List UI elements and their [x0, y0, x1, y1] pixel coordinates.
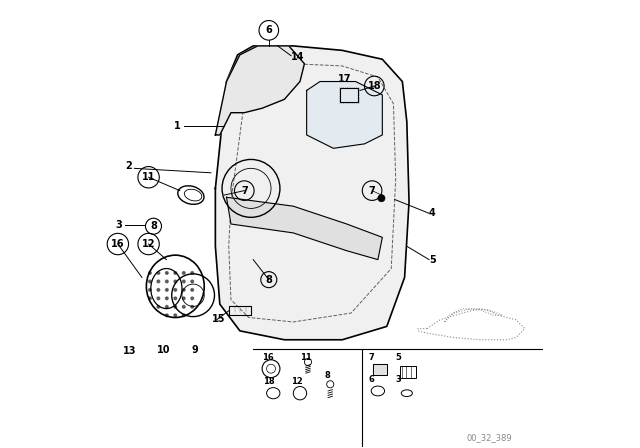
Circle shape	[191, 306, 193, 308]
Text: |: |	[244, 307, 246, 312]
Text: 8: 8	[324, 370, 330, 379]
Circle shape	[148, 297, 151, 300]
Circle shape	[166, 314, 168, 317]
Circle shape	[378, 194, 385, 202]
Circle shape	[148, 271, 151, 274]
Circle shape	[191, 280, 193, 283]
Text: 13: 13	[123, 346, 137, 356]
Text: 7: 7	[241, 185, 248, 196]
Text: |: |	[239, 307, 241, 312]
Text: 18: 18	[264, 377, 275, 386]
Circle shape	[174, 280, 177, 283]
Circle shape	[191, 271, 193, 274]
Text: 12: 12	[291, 377, 303, 386]
Text: 11: 11	[142, 172, 156, 182]
Circle shape	[191, 289, 193, 291]
Text: 2: 2	[125, 161, 132, 171]
Circle shape	[157, 289, 160, 291]
Text: |: |	[233, 307, 235, 312]
Text: 7: 7	[369, 185, 376, 196]
Text: 1: 1	[174, 121, 181, 131]
Text: 5: 5	[429, 254, 436, 265]
Text: 3: 3	[396, 375, 401, 384]
Bar	[340, 88, 358, 102]
Text: 7: 7	[368, 353, 374, 362]
Circle shape	[182, 314, 185, 317]
Polygon shape	[307, 82, 382, 148]
Text: 16: 16	[111, 239, 125, 249]
Circle shape	[148, 289, 151, 291]
Text: 10: 10	[157, 345, 170, 354]
Polygon shape	[227, 197, 382, 260]
Circle shape	[174, 314, 177, 317]
Text: 12: 12	[142, 239, 156, 249]
Text: 17: 17	[338, 74, 351, 84]
Text: 16: 16	[262, 353, 274, 362]
Text: 15: 15	[212, 314, 226, 324]
Polygon shape	[216, 46, 305, 135]
Circle shape	[157, 306, 160, 308]
Text: 3: 3	[115, 220, 122, 230]
Text: 9: 9	[191, 345, 198, 354]
Text: 5: 5	[396, 353, 401, 362]
Circle shape	[166, 280, 168, 283]
Text: 8: 8	[266, 275, 272, 284]
Circle shape	[166, 297, 168, 300]
Circle shape	[182, 280, 185, 283]
Circle shape	[157, 280, 160, 283]
Bar	[339, 87, 359, 103]
Polygon shape	[216, 46, 409, 340]
Circle shape	[182, 289, 185, 291]
Text: 6: 6	[266, 26, 272, 35]
Text: 00_32_389: 00_32_389	[467, 433, 512, 442]
Text: 8: 8	[150, 221, 157, 231]
Circle shape	[148, 280, 151, 283]
Circle shape	[166, 306, 168, 308]
Circle shape	[182, 306, 185, 308]
Circle shape	[157, 271, 160, 274]
Text: 14: 14	[291, 52, 305, 62]
Circle shape	[191, 297, 193, 300]
Circle shape	[166, 271, 168, 274]
Circle shape	[182, 271, 185, 274]
Bar	[400, 366, 416, 378]
Circle shape	[157, 297, 160, 300]
Circle shape	[174, 297, 177, 300]
Polygon shape	[373, 364, 387, 375]
Text: 4: 4	[429, 208, 436, 218]
Circle shape	[174, 289, 177, 291]
Circle shape	[174, 306, 177, 308]
Circle shape	[174, 271, 177, 274]
Text: 18: 18	[367, 81, 381, 91]
Circle shape	[166, 289, 168, 291]
Circle shape	[182, 297, 185, 300]
Text: 6: 6	[368, 375, 374, 384]
Text: 11: 11	[300, 353, 312, 362]
